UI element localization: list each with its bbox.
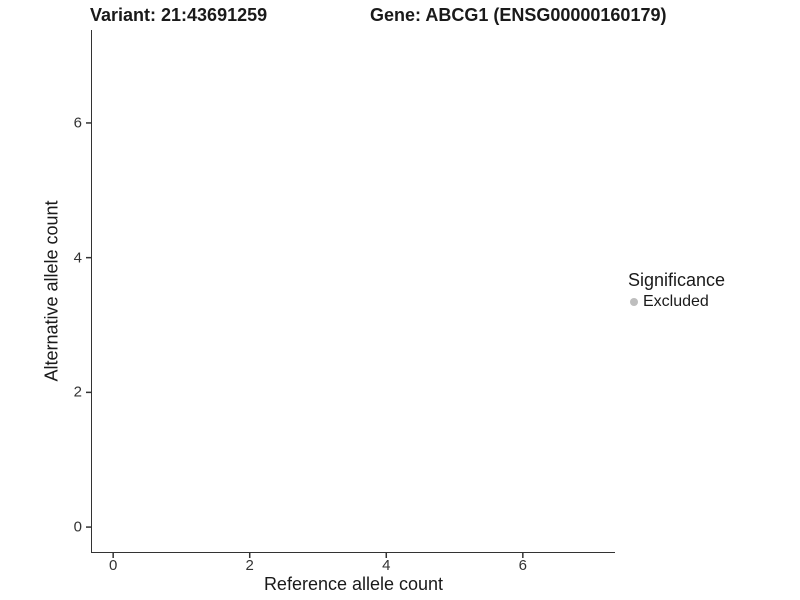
legend: Significance Excluded — [628, 270, 725, 311]
y-axis-title: Alternative allele count — [41, 200, 62, 382]
legend-title: Significance — [628, 270, 726, 290]
x-tick-label: 6 — [518, 557, 527, 574]
x-tick-label: 0 — [108, 557, 118, 574]
legend-entry-excluded: Excluded — [628, 293, 725, 311]
plot-panel — [92, 30, 615, 552]
excluded-point-icon — [630, 298, 638, 306]
x-tick-label: 4 — [382, 557, 391, 574]
y-tick-label: 2 — [73, 383, 82, 401]
gene-title: Gene: ABCG1 (ENSG00000160179) — [370, 5, 667, 25]
y-tick-label: 0 — [73, 518, 82, 536]
x-tick-label: 2 — [245, 557, 254, 574]
legend-entry-label: Excluded — [643, 293, 709, 310]
y-tick-label: 4 — [73, 249, 82, 267]
x-axis-title: Reference allele count — [263, 574, 444, 594]
variant-title: Variant: 21:43691259 — [90, 5, 268, 25]
y-tick-label: 6 — [73, 114, 82, 132]
